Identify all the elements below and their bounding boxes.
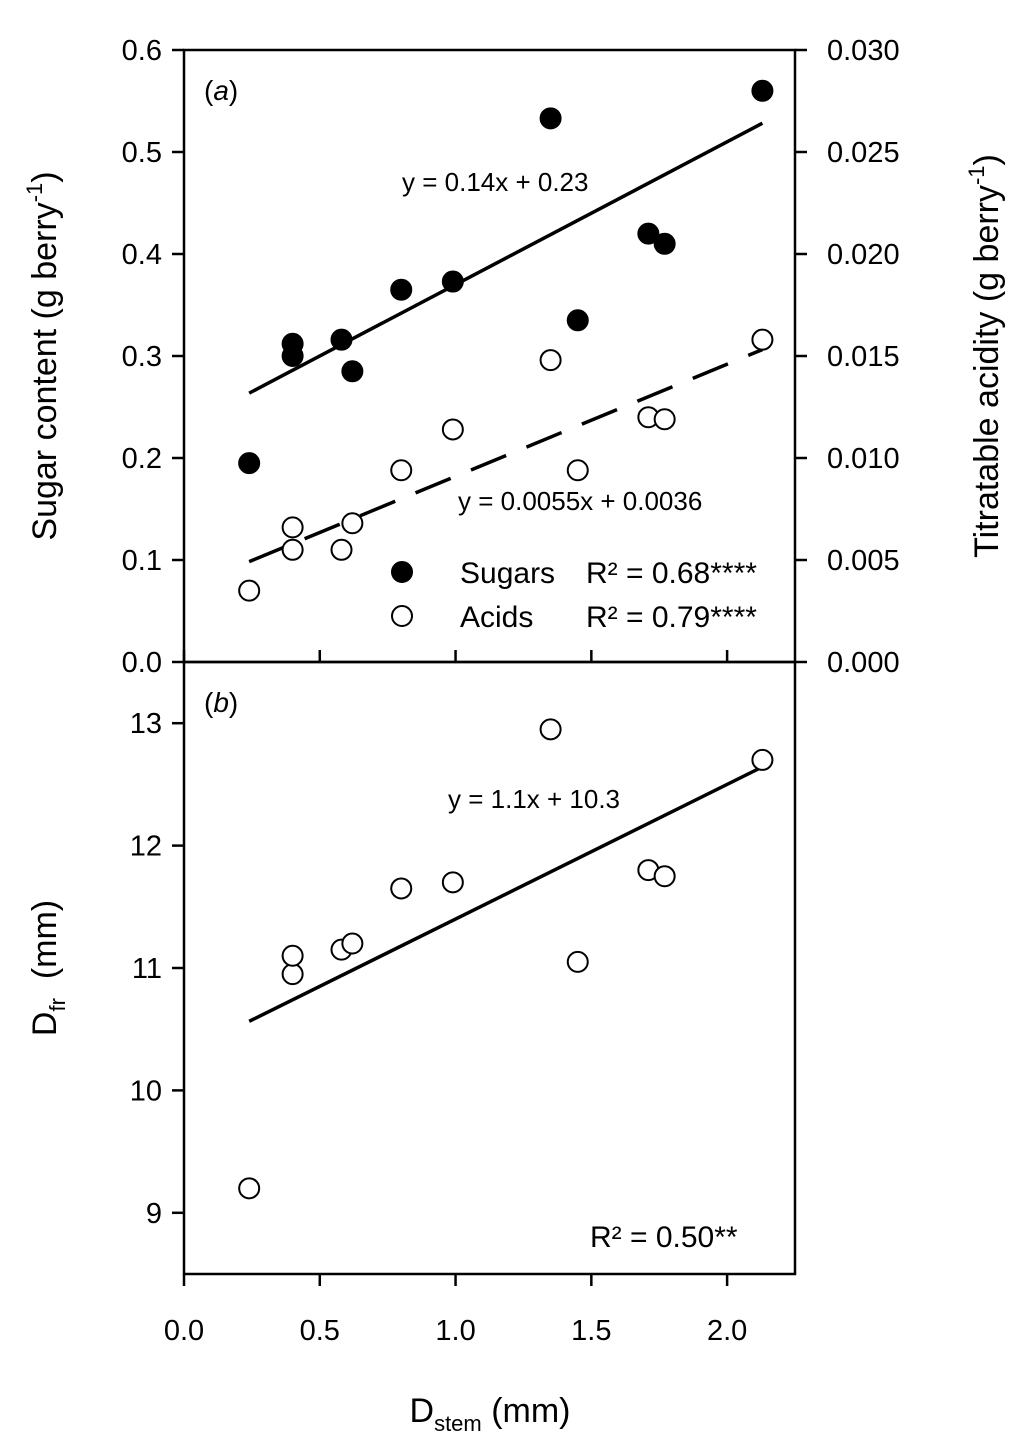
acids-point (341, 512, 364, 535)
sugars-point (341, 360, 364, 383)
acids-point (566, 459, 589, 482)
sugars-fit-line (248, 121, 764, 395)
diameter-y-tick-label: 11 (132, 953, 162, 985)
acids-equation: y = 0.0055x + 0.0036 (458, 486, 702, 516)
sugars-equation: y = 0.14x + 0.23 (402, 167, 588, 197)
acids-point (281, 538, 304, 561)
acids-point (238, 579, 261, 602)
left-y-tick-label: 0.4 (122, 239, 162, 271)
left-y-tick-label: 0.1 (122, 545, 162, 577)
x-tick-label: 0.0 (164, 1315, 204, 1347)
acids-point (441, 418, 464, 441)
right-y-tick-label: 0.020 (827, 239, 900, 271)
diameter-point (281, 944, 304, 967)
acids-point (751, 328, 774, 351)
legend-sugars-label: Sugars (460, 557, 555, 590)
diameter-point (751, 748, 774, 771)
x-tick-label: 0.5 (300, 1315, 340, 1347)
diameter-fit-line (248, 765, 764, 1023)
ticks: 0.00.10.20.30.40.50.60.0000.0050.0100.01… (122, 35, 900, 1347)
legend-acids-marker (391, 605, 413, 627)
diameter-y-tick-label: 12 (130, 831, 162, 863)
right-y-tick-label: 0.015 (827, 341, 900, 373)
panel-b-frame (182, 660, 797, 1276)
sugars-point (539, 107, 562, 130)
diameter-point (341, 932, 364, 955)
data-points (238, 79, 774, 1200)
right-y-tick-label: 0.030 (827, 35, 900, 67)
legend-sugars-marker (391, 561, 413, 583)
diameter-y-tick-label: 9 (146, 1198, 162, 1230)
legend-acids-r2: R² = 0.79**** (586, 601, 757, 634)
right-y-tick-label: 0.005 (827, 545, 900, 577)
diameter-point (390, 877, 413, 900)
right-y-tick-label: 0.025 (827, 137, 900, 169)
left-y-tick-label: 0.5 (122, 137, 162, 169)
acids-fit-line (248, 347, 764, 564)
diameter-y-axis-title: Dfr (mm) (26, 900, 70, 1036)
left-y-axis-title: Sugar content (g berry-1) (22, 171, 64, 540)
sugars-point (330, 328, 353, 351)
diameter-point (281, 963, 304, 986)
legend-sugars-r2: R² = 0.68**** (586, 557, 757, 590)
panel-a-label: (a) (204, 75, 238, 106)
acids-point (653, 408, 676, 431)
sugars-point (238, 452, 261, 475)
diameter-point (441, 871, 464, 894)
diameter-equation: y = 1.1x + 10.3 (448, 784, 620, 814)
diameter-r2: R² = 0.50** (590, 1221, 738, 1254)
acids-point (390, 459, 413, 482)
diameter-point (238, 1177, 261, 1200)
panel-b-label: (b) (204, 687, 238, 718)
sugars-point (653, 232, 676, 255)
acids-point (539, 349, 562, 372)
legend-acids-label: Acids (460, 601, 533, 634)
right-y-axis-title: Titratable acidity (g berry-1) (964, 154, 1006, 558)
x-tick-label: 1.5 (571, 1315, 611, 1347)
left-y-tick-label: 0.6 (122, 35, 162, 67)
sugars-point (441, 270, 464, 293)
x-tick-label: 1.0 (435, 1315, 475, 1347)
x-tick-label: 2.0 (707, 1315, 747, 1347)
right-y-tick-label: 0.010 (827, 443, 900, 475)
left-y-tick-label: 0.3 (122, 341, 162, 373)
right-y-tick-label: 0.000 (827, 647, 900, 679)
diameter-y-tick-label: 10 (130, 1075, 162, 1107)
diameter-point (539, 718, 562, 741)
x-axis-title: Dstem (mm) (410, 1392, 571, 1436)
acids-point (330, 538, 353, 561)
diameter-point (653, 865, 676, 888)
left-y-tick-label: 0.2 (122, 443, 162, 475)
sugars-point (566, 309, 589, 332)
diameter-y-tick-label: 13 (130, 708, 162, 740)
left-y-tick-label: 0.0 (122, 647, 162, 679)
sugars-point (751, 79, 774, 102)
sugars-point (637, 222, 660, 245)
sugars-point (281, 332, 304, 355)
acids-point (281, 516, 304, 539)
diameter-point (566, 950, 589, 973)
sugars-point (390, 278, 413, 301)
